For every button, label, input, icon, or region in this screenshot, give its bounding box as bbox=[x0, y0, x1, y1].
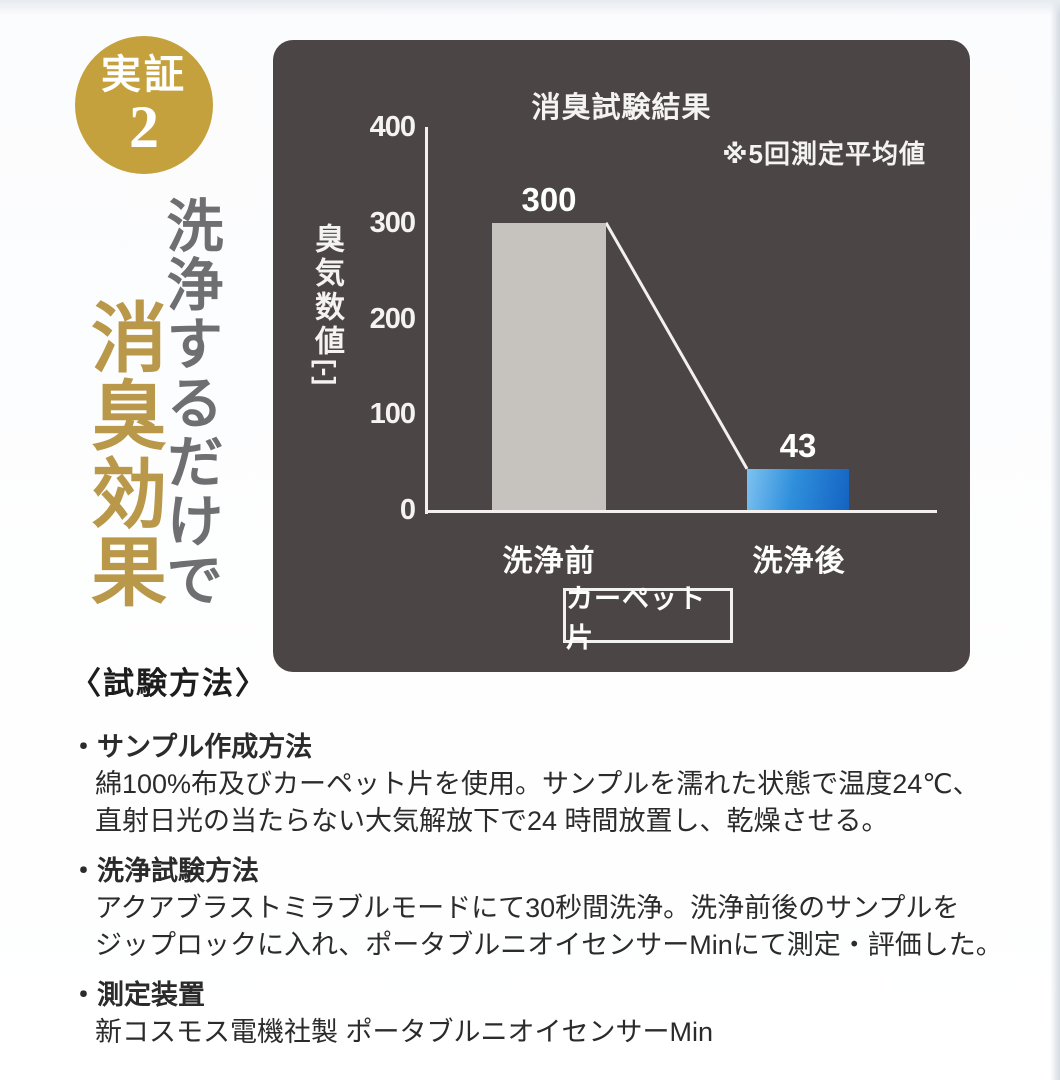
y-tick-100: 100 bbox=[369, 398, 416, 431]
method-item-line: 綿100%布及びカーペット片を使用。サンプルを濡れた状態で温度24℃、 bbox=[95, 769, 980, 799]
proof-badge-title: 実証 bbox=[101, 52, 187, 97]
sample-label-box: カーペット片 bbox=[563, 584, 733, 653]
y-axis-line bbox=[425, 127, 428, 514]
proof-badge: 実証 2 bbox=[75, 36, 213, 174]
headline-gold-line: 消臭効果 bbox=[79, 298, 163, 610]
bar-value-after: 43 bbox=[779, 426, 817, 464]
x-axis-line bbox=[425, 510, 937, 513]
chart-note: ※5回測定平均値 bbox=[722, 139, 926, 169]
x-label-after: 洗浄後 bbox=[752, 545, 846, 578]
method-item-2: ・測定装置新コスモス電機社製 ポータブルニオイセンサーMin bbox=[70, 977, 1030, 1051]
method-sections-list: ・サンプル作成方法綿100%布及びカーペット片を使用。サンプルを濡れた状態で温度… bbox=[70, 729, 1030, 1051]
method-item-title: ・洗浄試験方法 bbox=[70, 856, 259, 886]
method-item-line: ジップロックに入れ、ポータブルニオイセンサーMinにて測定・評価した。 bbox=[95, 930, 1003, 960]
method-item-line: 直射日光の当たらない大気解放下で24 時間放置し、乾燥させる。 bbox=[95, 806, 889, 836]
headline-gray-line: 洗浄するだけで bbox=[158, 196, 221, 609]
y-tick-0: 0 bbox=[399, 494, 416, 526]
method-item-title: ・サンプル作成方法 bbox=[70, 732, 313, 762]
method-item-line: アクアブラストミラブルモードにて30秒間洗浄。洗浄前後のサンプルを bbox=[95, 893, 960, 923]
proof-badge-number: 2 bbox=[129, 94, 159, 160]
sample-label-text: カーペット片 bbox=[566, 583, 706, 653]
y-axis-label-text: 臭気数値 bbox=[310, 223, 343, 359]
method-section: 〈試験方法〉 ・サンプル作成方法綿100%布及びカーペット片を使用。サンプルを濡… bbox=[70, 658, 1030, 1064]
y-tick-400: 400 bbox=[369, 111, 416, 143]
method-item-line: 新コスモス電機社製 ポータブルニオイセンサーMin bbox=[95, 1017, 714, 1047]
method-item-title: ・測定装置 bbox=[70, 980, 205, 1010]
y-tick-300: 300 bbox=[369, 206, 416, 239]
bar-after-washing bbox=[747, 468, 849, 510]
chart-panel: 消臭試験結果 ※5回測定平均値 臭気数値[-] 400 300 200 100 0 30… bbox=[273, 40, 970, 672]
y-axis-unit: [-] bbox=[311, 359, 341, 385]
bar-before-washing bbox=[492, 222, 606, 510]
chart-title: 消臭試験結果 bbox=[531, 92, 712, 124]
x-label-before: 洗浄前 bbox=[502, 545, 596, 578]
y-axis-label: 臭気数値[-] bbox=[310, 223, 343, 385]
bar-value-before: 300 bbox=[521, 180, 577, 218]
method-heading: 〈試験方法〉 bbox=[70, 666, 268, 701]
y-tick-200: 200 bbox=[369, 302, 416, 335]
method-item-1: ・洗浄試験方法アクアブラストミラブルモードにて30秒間洗浄。洗浄前後のサンプルを… bbox=[70, 853, 1030, 964]
method-item-0: ・サンプル作成方法綿100%布及びカーペット片を使用。サンプルを濡れた状態で温度… bbox=[70, 729, 1030, 840]
